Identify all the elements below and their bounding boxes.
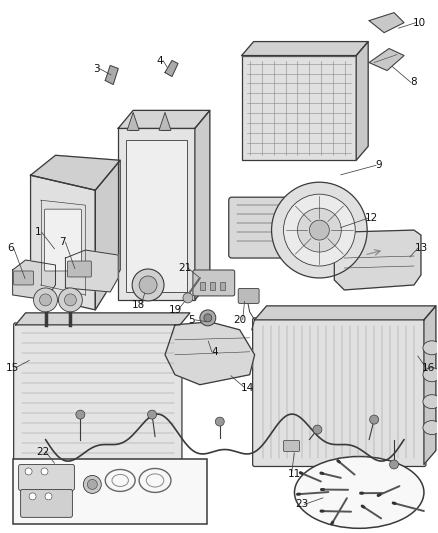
Text: 23: 23 — [295, 499, 308, 510]
Polygon shape — [369, 49, 404, 70]
Text: 13: 13 — [414, 243, 427, 253]
Polygon shape — [65, 250, 118, 292]
Polygon shape — [105, 66, 118, 84]
Circle shape — [25, 468, 32, 475]
FancyBboxPatch shape — [21, 489, 72, 518]
Circle shape — [64, 294, 76, 306]
Circle shape — [34, 288, 57, 312]
Text: 3: 3 — [93, 63, 99, 74]
Text: 22: 22 — [36, 447, 49, 457]
FancyBboxPatch shape — [283, 441, 300, 451]
FancyBboxPatch shape — [14, 323, 182, 466]
Ellipse shape — [294, 456, 424, 528]
Bar — [200, 282, 205, 290]
Polygon shape — [242, 42, 368, 55]
Bar — [118, 128, 195, 300]
Text: 4: 4 — [157, 55, 163, 66]
Bar — [210, 282, 215, 290]
FancyBboxPatch shape — [45, 209, 81, 271]
Circle shape — [148, 410, 156, 419]
FancyBboxPatch shape — [67, 261, 91, 277]
Polygon shape — [356, 42, 368, 160]
Circle shape — [200, 310, 216, 326]
FancyBboxPatch shape — [193, 270, 235, 296]
Text: 20: 20 — [233, 315, 246, 325]
Bar — [126, 140, 187, 292]
Text: 14: 14 — [241, 383, 254, 393]
Polygon shape — [95, 160, 120, 310]
Text: 4: 4 — [212, 347, 218, 357]
Circle shape — [272, 182, 367, 278]
Bar — [13, 459, 207, 524]
Polygon shape — [118, 110, 210, 128]
Text: 7: 7 — [59, 237, 66, 247]
FancyBboxPatch shape — [14, 271, 34, 285]
FancyBboxPatch shape — [19, 464, 74, 490]
Circle shape — [76, 410, 85, 419]
Polygon shape — [254, 306, 436, 320]
Polygon shape — [369, 13, 404, 33]
FancyBboxPatch shape — [229, 197, 334, 258]
Ellipse shape — [423, 368, 438, 382]
FancyBboxPatch shape — [253, 318, 426, 466]
FancyBboxPatch shape — [238, 288, 259, 303]
Text: 11: 11 — [288, 470, 301, 480]
Circle shape — [389, 460, 399, 469]
Ellipse shape — [423, 341, 438, 355]
Text: 15: 15 — [6, 363, 19, 373]
Text: 16: 16 — [422, 363, 435, 373]
Circle shape — [183, 293, 193, 303]
Text: 1: 1 — [35, 227, 42, 237]
Polygon shape — [159, 112, 171, 131]
Circle shape — [139, 276, 157, 294]
Text: 6: 6 — [7, 243, 14, 253]
Polygon shape — [127, 112, 139, 131]
Circle shape — [39, 294, 52, 306]
Text: 19: 19 — [168, 305, 182, 315]
Text: 8: 8 — [411, 77, 417, 87]
Circle shape — [83, 475, 101, 494]
Text: 21: 21 — [178, 263, 191, 273]
Circle shape — [41, 468, 48, 475]
Bar — [242, 55, 356, 160]
Text: 18: 18 — [131, 300, 145, 310]
Text: 10: 10 — [413, 18, 426, 28]
Circle shape — [29, 493, 36, 500]
Circle shape — [204, 314, 212, 322]
Text: 5: 5 — [189, 315, 195, 325]
Polygon shape — [165, 61, 178, 77]
Text: 12: 12 — [364, 213, 378, 223]
Polygon shape — [31, 175, 95, 310]
Polygon shape — [195, 110, 210, 300]
Circle shape — [87, 480, 97, 489]
Polygon shape — [16, 313, 190, 325]
Circle shape — [283, 194, 355, 266]
Polygon shape — [424, 306, 436, 464]
Polygon shape — [165, 322, 254, 385]
Circle shape — [132, 269, 164, 301]
Circle shape — [370, 415, 378, 424]
Circle shape — [313, 425, 322, 434]
Ellipse shape — [423, 421, 438, 434]
Circle shape — [58, 288, 82, 312]
Circle shape — [309, 220, 329, 240]
Polygon shape — [13, 260, 56, 300]
Polygon shape — [334, 230, 421, 290]
Ellipse shape — [423, 394, 438, 409]
Text: 9: 9 — [376, 160, 382, 170]
Circle shape — [297, 208, 341, 252]
Circle shape — [215, 417, 224, 426]
Circle shape — [45, 493, 52, 500]
Bar — [220, 282, 225, 290]
Polygon shape — [31, 155, 120, 190]
